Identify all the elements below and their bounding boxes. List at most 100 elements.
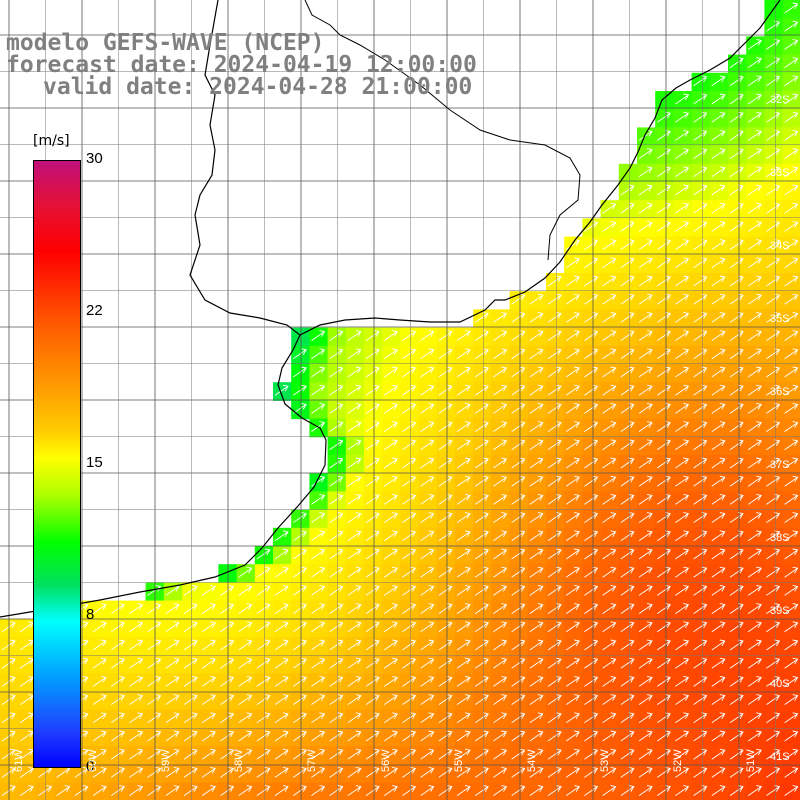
wind-cell <box>600 673 620 693</box>
wind-cell <box>746 673 765 693</box>
wind-cell <box>655 254 674 274</box>
wind-arrow <box>383 766 398 778</box>
wind-cell <box>382 618 401 638</box>
wind-arrow <box>729 93 744 105</box>
wind-cell <box>637 491 656 511</box>
wind-arrow <box>529 603 544 614</box>
wind-arrow <box>274 384 289 396</box>
wind-arrow <box>402 457 417 469</box>
wind-arrow <box>365 439 380 451</box>
wind-cell <box>564 637 583 656</box>
wind-arrow <box>784 548 799 560</box>
wind-cell <box>400 455 420 474</box>
wind-cell <box>382 673 401 693</box>
wind-cell <box>673 618 693 638</box>
wind-cell <box>637 436 656 456</box>
wind-arrow <box>729 675 744 687</box>
wind-cell <box>436 637 456 656</box>
wind-arrow <box>183 712 198 724</box>
wind-arrow <box>292 566 307 578</box>
wind-arrow <box>565 639 580 651</box>
wind-cell <box>782 273 800 292</box>
wind-cell <box>546 582 565 602</box>
wind-arrow <box>92 603 107 614</box>
wind-cell <box>637 254 656 274</box>
wind-cell <box>291 655 310 674</box>
wind-arrow <box>529 766 544 778</box>
wind-cell <box>345 691 365 711</box>
wind-arrow <box>693 675 708 687</box>
wind-arrow <box>420 548 435 560</box>
wind-arrow <box>729 330 744 341</box>
wind-arrow <box>729 766 744 778</box>
wind-arrow <box>129 657 144 669</box>
wind-cell <box>582 691 602 711</box>
wind-arrow <box>729 530 744 542</box>
wind-cell <box>91 655 110 674</box>
wind-cell <box>691 436 711 456</box>
wind-arrow <box>620 530 635 542</box>
wind-arrow <box>256 639 271 651</box>
wind-arrow <box>402 675 417 687</box>
wind-cell <box>637 691 656 711</box>
wind-arrow <box>311 402 326 414</box>
wind-cell <box>254 709 274 729</box>
wind-arrow <box>456 457 471 469</box>
lon-label: 52W <box>672 749 684 772</box>
wind-arrow <box>493 348 508 360</box>
wind-cell <box>418 655 438 674</box>
wind-arrow <box>584 475 599 487</box>
wind-arrow <box>311 566 326 578</box>
coastline <box>0 0 327 618</box>
wind-arrow <box>383 512 398 523</box>
wind-arrow <box>602 766 617 778</box>
wind-arrow <box>274 694 289 705</box>
wind-cell <box>782 364 800 383</box>
wind-arrow <box>693 129 708 141</box>
wind-arrow <box>547 566 562 578</box>
wind-arrow <box>438 748 453 760</box>
wind-cell <box>746 382 765 401</box>
wind-arrow <box>729 75 744 87</box>
wind-cell <box>691 527 711 547</box>
wind-arrow <box>565 239 580 250</box>
wind-arrow <box>438 766 453 778</box>
wind-arrow <box>292 766 307 778</box>
wind-cell <box>491 655 511 674</box>
wind-cell <box>418 637 438 656</box>
wind-cell <box>564 728 583 747</box>
wind-cell <box>618 637 638 656</box>
wind-cell <box>273 709 292 729</box>
wind-arrow <box>729 730 744 742</box>
wind-arrow <box>766 603 781 614</box>
wind-cell <box>782 200 800 219</box>
wind-cell <box>709 418 729 438</box>
wind-arrow <box>766 421 781 432</box>
wind-arrow <box>638 603 653 614</box>
wind-cell <box>546 491 565 511</box>
wind-cell <box>436 509 456 529</box>
wind-cell <box>509 455 529 474</box>
wind-arrow <box>474 348 489 360</box>
wind-cell <box>491 309 511 329</box>
wind-arrow <box>766 439 781 451</box>
wind-arrow <box>183 603 198 614</box>
wind-cell <box>509 400 529 420</box>
wind-cell <box>491 691 511 711</box>
wind-cell <box>728 436 747 456</box>
wind-arrow <box>675 766 690 778</box>
wind-cell <box>491 673 511 693</box>
wind-arrow <box>547 548 562 560</box>
wind-cell <box>637 546 656 565</box>
wind-arrow <box>547 694 562 705</box>
wind-arrow <box>383 566 398 578</box>
wind-cell <box>746 436 765 456</box>
wind-cell <box>655 782 674 800</box>
wind-arrow <box>256 548 271 560</box>
wind-arrow <box>456 348 471 360</box>
wind-arrow <box>456 675 471 687</box>
wind-arrow <box>493 384 508 396</box>
wind-cell <box>327 600 347 620</box>
wind-cell <box>273 582 292 602</box>
wind-cell <box>637 618 656 638</box>
